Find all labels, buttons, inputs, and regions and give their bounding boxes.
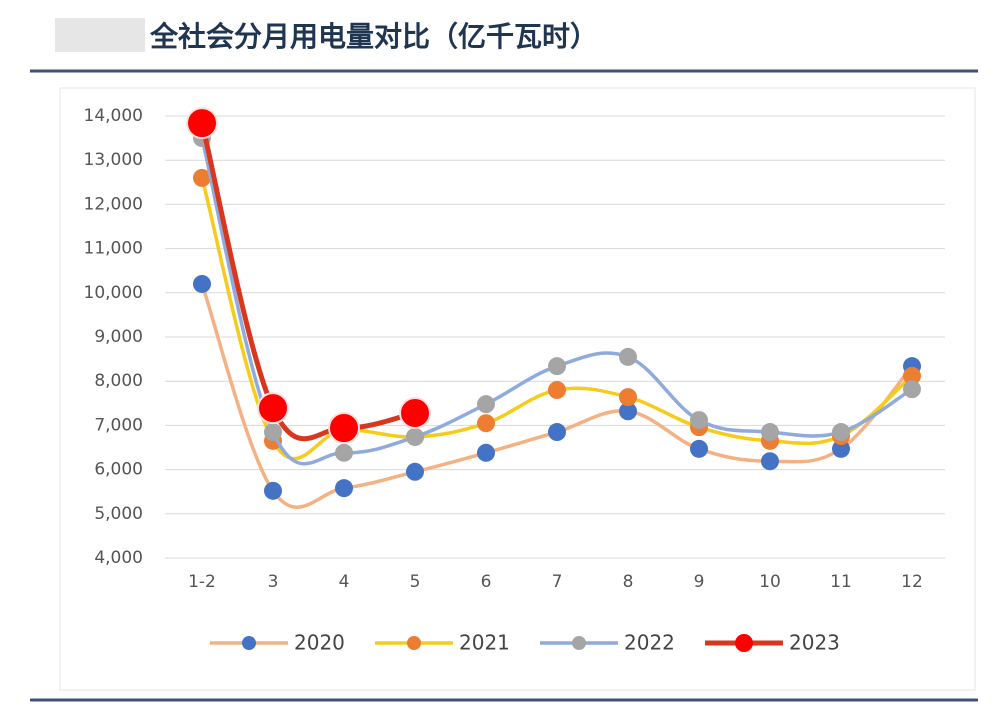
data-point bbox=[328, 412, 360, 445]
data-point bbox=[264, 481, 282, 500]
x-tick-label: 7 bbox=[552, 572, 563, 592]
legend-marker bbox=[572, 636, 586, 650]
x-tick-label: 1-2 bbox=[188, 572, 216, 592]
chart-title: 全社会分月用电量对比（亿千瓦时） bbox=[149, 20, 598, 53]
legend-label: 2023 bbox=[789, 631, 840, 655]
data-point bbox=[548, 357, 566, 376]
data-point bbox=[690, 411, 708, 430]
y-tick-label: 7,000 bbox=[94, 415, 143, 435]
legend-marker bbox=[242, 636, 256, 650]
y-tick-label: 8,000 bbox=[94, 371, 143, 391]
data-point bbox=[406, 462, 424, 481]
data-point bbox=[477, 395, 495, 414]
legend-label: 2022 bbox=[624, 631, 675, 655]
series-line bbox=[200, 283, 914, 509]
data-point bbox=[619, 347, 637, 366]
series-line bbox=[200, 137, 913, 466]
data-point bbox=[186, 107, 218, 140]
data-point bbox=[619, 388, 637, 407]
data-point bbox=[193, 274, 211, 293]
y-tick-label: 13,000 bbox=[84, 150, 143, 170]
y-tick-label: 5,000 bbox=[94, 504, 143, 524]
x-tick-label: 8 bbox=[623, 572, 634, 592]
y-tick-label: 4,000 bbox=[94, 548, 143, 568]
y-tick-label: 14,000 bbox=[84, 106, 143, 126]
data-point bbox=[548, 381, 566, 400]
x-tick-label: 12 bbox=[901, 572, 923, 592]
x-tick-label: 5 bbox=[410, 572, 421, 592]
legend-label: 2020 bbox=[294, 631, 345, 655]
legend-marker bbox=[735, 634, 753, 652]
y-tick-label: 11,000 bbox=[84, 239, 143, 259]
x-tick-label: 4 bbox=[339, 572, 350, 592]
data-point bbox=[903, 366, 921, 385]
series-line bbox=[200, 177, 914, 461]
y-tick-label: 10,000 bbox=[84, 283, 143, 303]
data-point bbox=[335, 479, 353, 498]
plot-frame bbox=[59, 87, 976, 691]
y-tick-label: 9,000 bbox=[94, 327, 143, 347]
data-point bbox=[548, 423, 566, 442]
x-tick-label: 11 bbox=[830, 572, 852, 592]
data-point bbox=[335, 443, 353, 462]
x-tick-label: 6 bbox=[481, 572, 492, 592]
legend-label: 2021 bbox=[459, 631, 510, 655]
legend-marker bbox=[407, 636, 421, 650]
data-point bbox=[264, 423, 282, 442]
data-point bbox=[619, 402, 637, 421]
series-line bbox=[199, 122, 416, 442]
y-tick-label: 12,000 bbox=[84, 194, 143, 214]
y-tick-label: 6,000 bbox=[94, 460, 143, 480]
data-point bbox=[832, 439, 850, 458]
data-point bbox=[399, 397, 431, 430]
data-point bbox=[193, 168, 211, 187]
data-point bbox=[477, 443, 495, 462]
data-point bbox=[903, 380, 921, 399]
data-point bbox=[690, 439, 708, 458]
data-point bbox=[761, 423, 779, 442]
x-tick-label: 3 bbox=[268, 572, 279, 592]
data-point bbox=[257, 392, 289, 425]
data-point bbox=[761, 452, 779, 471]
blurred-logo bbox=[55, 18, 145, 52]
x-tick-label: 10 bbox=[759, 572, 781, 592]
data-point bbox=[406, 427, 424, 446]
data-point bbox=[832, 423, 850, 442]
data-point bbox=[477, 414, 495, 433]
x-tick-label: 9 bbox=[694, 572, 705, 592]
